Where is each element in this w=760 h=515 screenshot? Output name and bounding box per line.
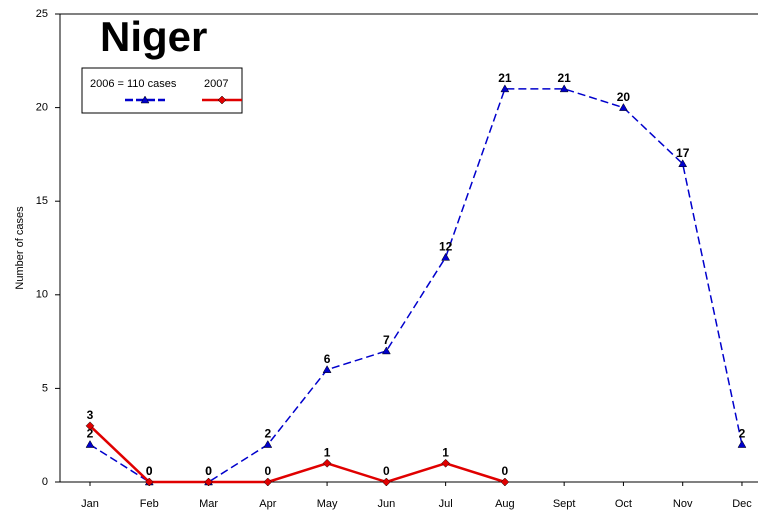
data-label: 2 (739, 427, 746, 441)
marker (678, 159, 688, 168)
series-line (89, 88, 743, 483)
legend-label: 2007 (204, 78, 228, 90)
data-label: 0 (146, 464, 153, 478)
x-tick-label: Nov (673, 498, 693, 510)
y-axis-label: Number of cases (14, 206, 26, 290)
legend-label: 2006 = 110 cases (90, 78, 177, 90)
data-label: 0 (502, 464, 509, 478)
legend-box (81, 67, 243, 114)
marker (381, 477, 391, 487)
marker (217, 95, 227, 105)
x-tick-label: Oct (615, 498, 632, 510)
marker (144, 477, 154, 487)
y-tick-label: 15 (36, 195, 48, 207)
marker (85, 421, 95, 431)
data-label: 2 (264, 427, 271, 441)
x-tick-label: Jul (439, 498, 453, 510)
marker (263, 477, 273, 487)
marker (559, 84, 569, 93)
y-tick-label: 5 (42, 382, 48, 394)
y-tick-label: 20 (36, 102, 48, 114)
x-tick-label: May (317, 498, 338, 510)
x-tick-label: Feb (140, 498, 159, 510)
data-label: 1 (442, 445, 449, 459)
data-label: 0 (146, 464, 153, 478)
marker (441, 458, 450, 468)
x-tick-label: Aug (495, 498, 515, 510)
y-tick-label: 0 (42, 476, 48, 488)
marker (140, 95, 150, 104)
data-label: 20 (617, 90, 631, 104)
y-tick-label: 10 (36, 289, 48, 301)
data-label: 0 (205, 464, 212, 478)
marker (500, 84, 510, 93)
x-tick-label: Mar (199, 498, 218, 510)
marker (322, 458, 332, 468)
data-label: 21 (498, 71, 512, 85)
marker (381, 346, 391, 355)
marker (618, 103, 628, 111)
data-label: 12 (439, 240, 453, 254)
data-label: 17 (676, 146, 690, 160)
data-label: 2 (87, 427, 94, 441)
x-tick-label: Dec (732, 498, 752, 510)
data-label: 0 (205, 464, 212, 478)
data-label: 7 (383, 333, 390, 347)
marker (737, 440, 747, 448)
data-label: 0 (264, 464, 271, 478)
marker (204, 477, 213, 487)
data-label: 6 (324, 352, 331, 366)
data-label: 1 (324, 445, 331, 459)
series-line (89, 424, 506, 484)
marker (322, 365, 332, 373)
chart-title: Niger (100, 13, 207, 60)
marker (500, 477, 510, 487)
x-tick-label: Sept (553, 498, 576, 510)
data-label: 21 (557, 71, 571, 85)
marker (263, 440, 273, 448)
data-label: 0 (383, 464, 390, 478)
x-tick-label: Apr (259, 498, 276, 510)
x-tick-label: Jan (81, 498, 99, 510)
marker (441, 252, 451, 261)
x-tick-label: Jun (377, 498, 395, 510)
marker (85, 440, 95, 448)
data-label: 3 (87, 408, 94, 422)
y-tick-label: 25 (36, 8, 48, 20)
